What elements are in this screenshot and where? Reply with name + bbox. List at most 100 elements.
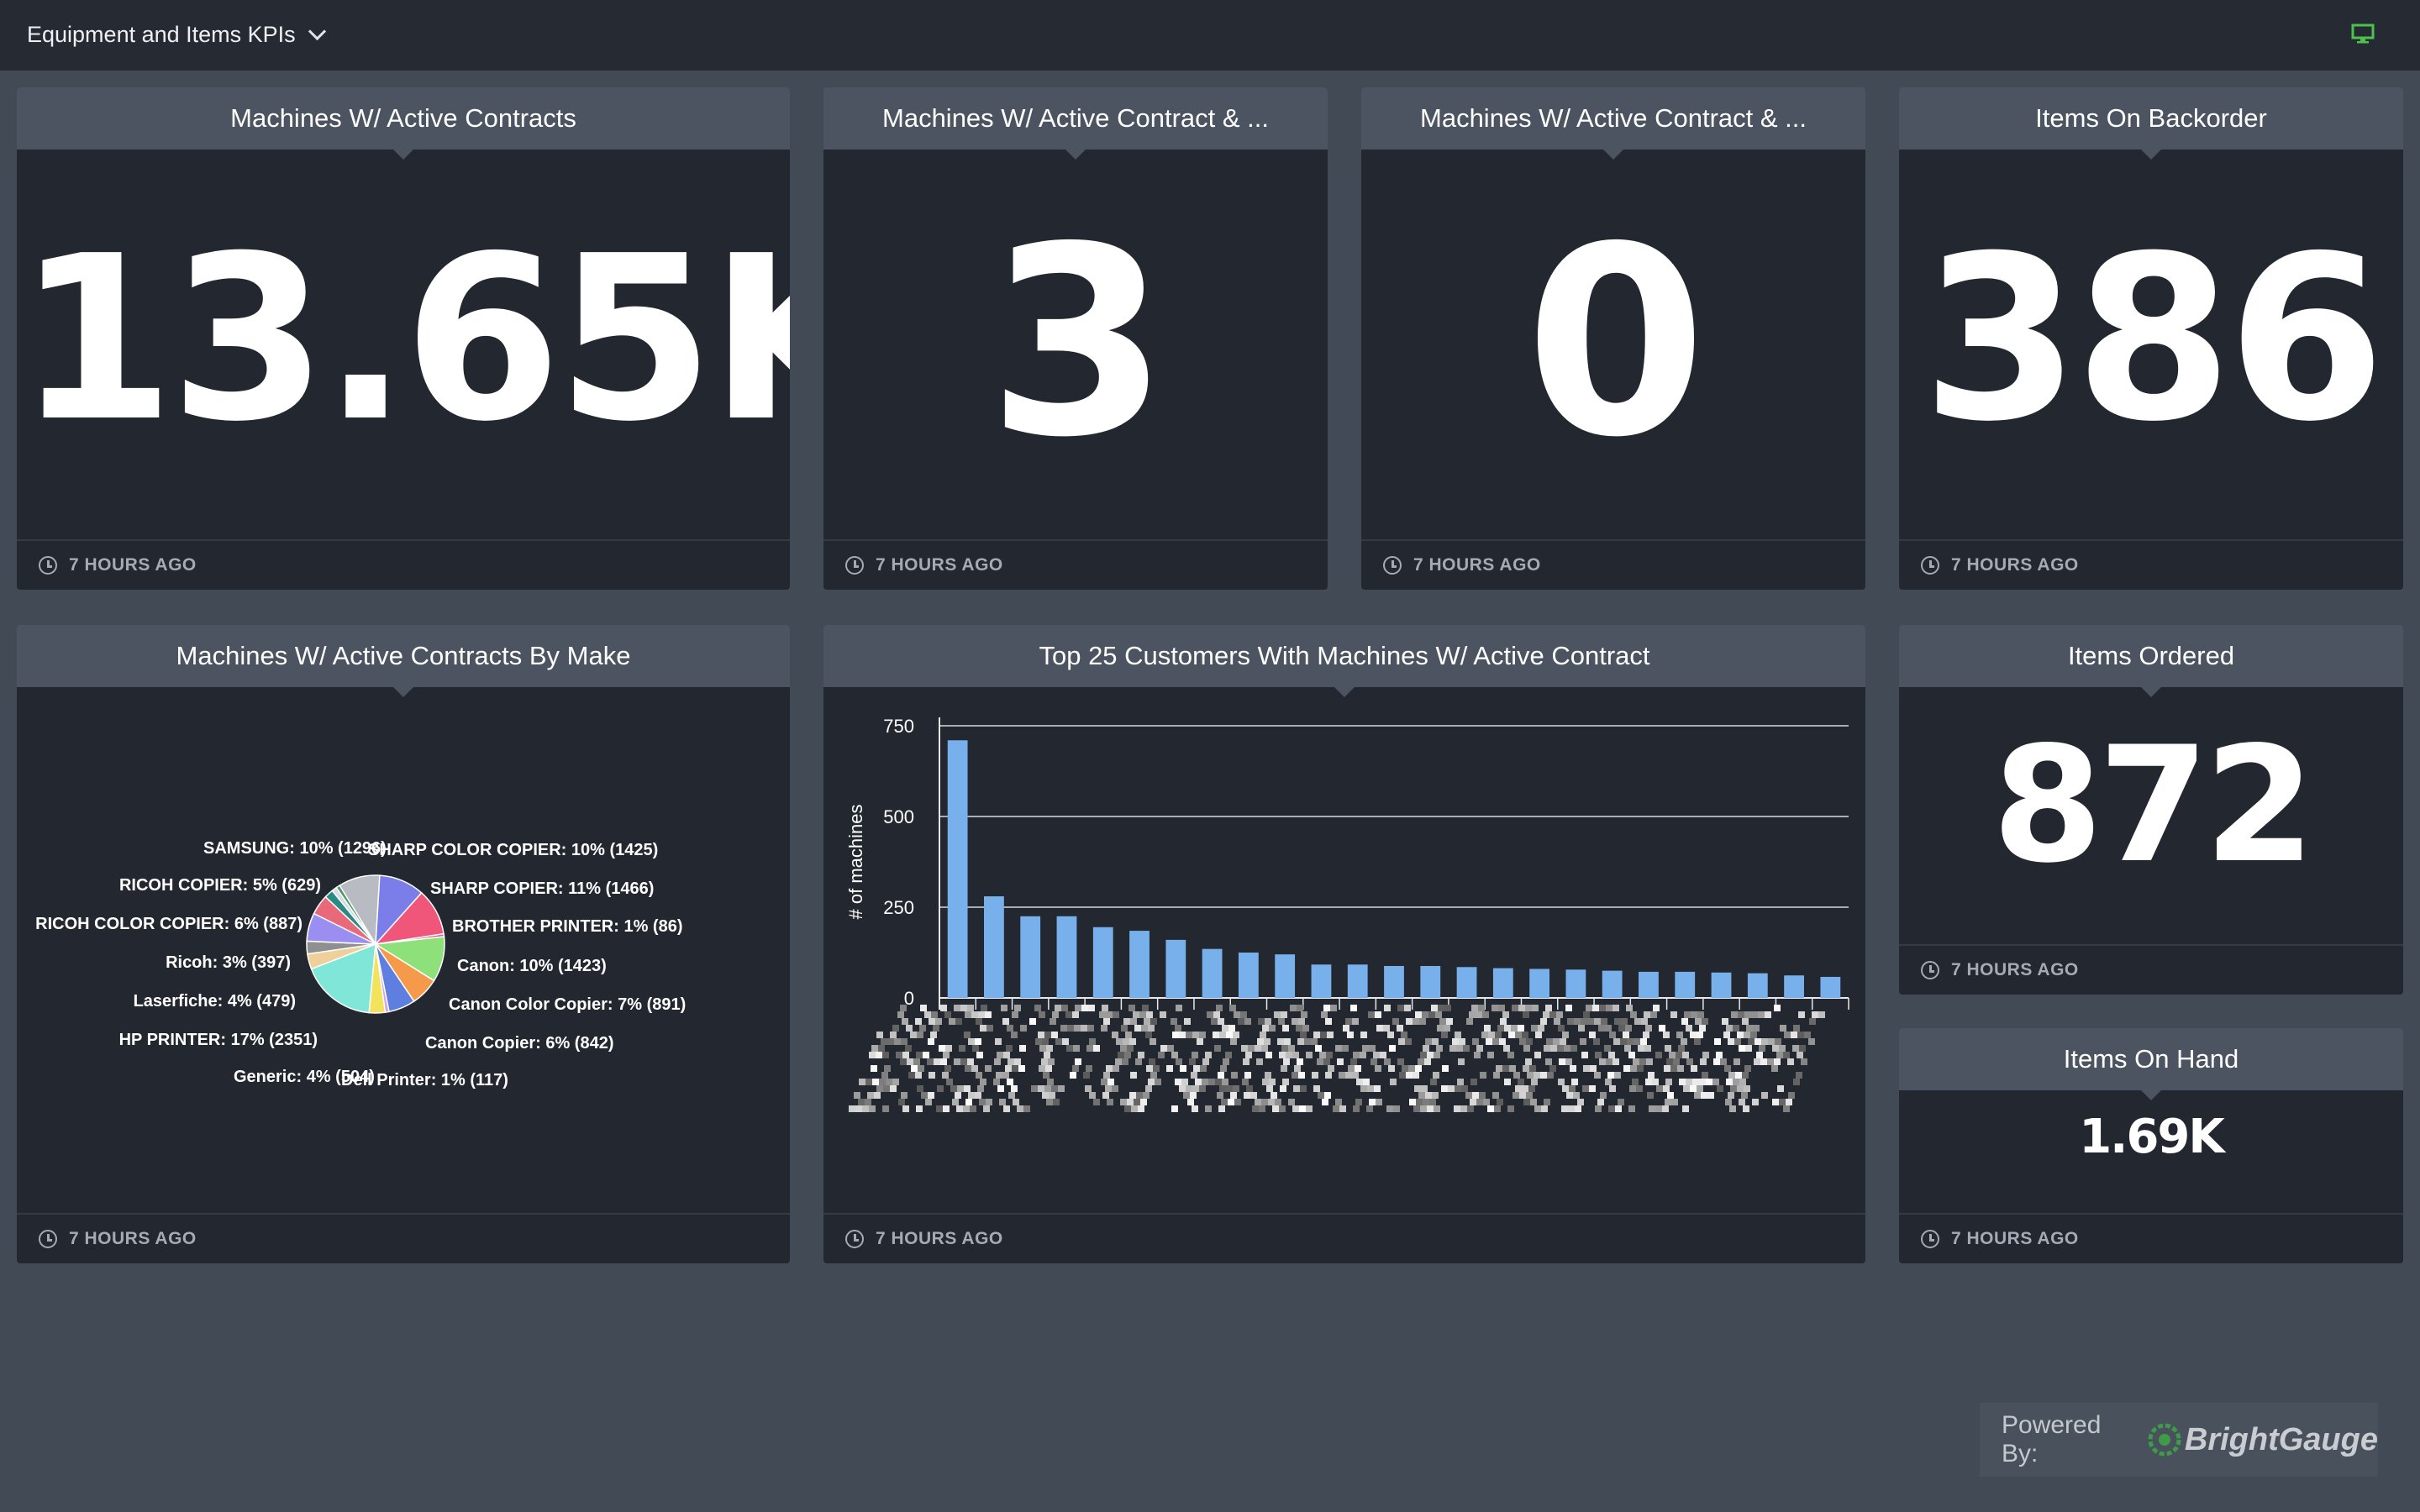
bar[interactable] [1420,965,1441,998]
widget-title: Machines W/ Active Contracts [17,87,790,150]
header-notch [1334,687,1355,697]
widget-footer: 7 HOURS AGO [823,1213,1865,1263]
clock-icon [845,556,864,575]
bar[interactable] [1129,931,1150,998]
dashboard-selector[interactable]: Equipment and Items KPIs [27,22,326,48]
header-notch [393,150,413,160]
widget-items-on-hand[interactable]: Items On Hand 1.69K 7 HOURS AGO [1899,1028,2403,1263]
bar[interactable] [1275,954,1296,998]
powered-by-label: Powered By: [2002,1411,2102,1467]
bar[interactable] [1675,971,1696,998]
updated-timestamp: 7 HOURS AGO [69,555,197,575]
widget-title: Machines W/ Active Contracts By Make [17,625,790,687]
bar[interactable] [1639,971,1659,998]
widget-title: Items Ordered [1899,625,2403,687]
updated-timestamp: 7 HOURS AGO [69,1229,197,1248]
pie-slice-label: HP PRINTER: 17% (2351) [119,1031,318,1049]
bar[interactable] [1602,970,1623,998]
bar[interactable] [1238,953,1259,998]
chevron-down-icon [308,22,326,41]
bar[interactable] [1165,939,1186,998]
widget-footer: 7 HOURS AGO [1899,944,2403,995]
pie-slice-label: Canon: 10% (1423) [457,957,607,975]
obscured-category-labels [849,1005,1825,1112]
widget-top-customers[interactable]: Top 25 Customers With Machines W/ Active… [823,625,1865,1263]
widget-active-contracts[interactable]: Machines W/ Active Contracts 13.65K 7 HO… [17,87,790,590]
bar[interactable] [984,896,1004,998]
header-notch [2141,150,2161,160]
bar[interactable] [1056,916,1077,998]
bar[interactable] [1747,973,1768,998]
bar[interactable] [1492,968,1513,998]
bar[interactable] [1711,972,1732,998]
widget-items-ordered[interactable]: Items Ordered 872 7 HOURS AGO [1899,625,2403,995]
pie-slice-label: RICOH COLOR COPIER: 6% (887) [35,915,302,933]
widget-title: Items On Backorder [1899,87,2403,150]
updated-timestamp: 7 HOURS AGO [1951,1229,2079,1248]
pie-slice-label: Dell Printer: 1% (117) [341,1071,508,1089]
bar[interactable] [1347,964,1368,998]
y-axis-label: # of machines [845,805,866,920]
pie-slice-label: SAMSUNG: 10% (1296) [203,839,387,858]
bar[interactable] [1202,948,1223,998]
clock-icon [1921,961,1939,979]
pie-slice-label: Generic: 4% (504) [234,1068,375,1086]
brand-name: BrightGauge [2184,1421,2378,1457]
bar[interactable] [1020,916,1041,998]
bar[interactable] [947,740,968,998]
pie-slice-label: RICOH COPIER: 5% (629) [119,876,321,895]
pie-slice[interactable] [310,942,376,1014]
pie-slice-label: Canon Copier: 6% (842) [425,1034,613,1053]
pie-slice-label: SHARP COLOR COPIER: 10% (1425) [368,841,658,859]
widget-footer: 7 HOURS AGO [823,539,1328,590]
header-notch [2141,1090,2161,1100]
bar[interactable] [1384,965,1404,998]
kpi-value: 3 [987,192,1169,495]
updated-timestamp: 7 HOURS AGO [876,555,1003,575]
bar[interactable] [1784,975,1804,998]
bar[interactable] [1092,927,1113,998]
pie-slice-label: SHARP COPIER: 11% (1466) [430,879,654,898]
bar-chart: 0 250 500 750 # of machines [845,716,1849,1112]
widget-backorder[interactable]: Items On Backorder 386 7 HOURS AGO [1899,87,2403,590]
kpi-value: 1.69K [2079,1110,2225,1164]
widget-contract-b[interactable]: Machines W/ Active Contract & ... 0 7 HO… [1361,87,1865,590]
bar[interactable] [1529,969,1550,998]
widget-title: Machines W/ Active Contract & ... [823,87,1328,150]
widget-by-make[interactable]: Machines W/ Active Contracts By Make SAM… [17,625,790,1263]
monitor-icon[interactable] [2351,24,2375,44]
widget-title: Machines W/ Active Contract & ... [1361,87,1865,150]
y-tick-label: 500 [883,806,914,827]
kpi-value: 386 [1922,207,2386,471]
pie-slice-label: Ricoh: 3% (397) [166,953,291,972]
kpi-value: 13.65K [17,207,790,471]
clock-icon [39,1230,57,1248]
bar[interactable] [1456,967,1477,998]
clock-icon [39,556,57,575]
updated-timestamp: 7 HOURS AGO [1951,960,2079,979]
bar[interactable] [1565,969,1586,998]
dashboard-title: Equipment and Items KPIs [27,22,296,47]
y-tick-label: 250 [883,897,914,918]
bar[interactable] [1820,976,1841,998]
pie-slice[interactable] [335,885,376,945]
clock-icon [1921,1230,1939,1248]
pie-chart: SAMSUNG: 10% (1296)SHARP COLOR COPIER: 1… [35,839,686,1089]
header-notch [2141,687,2161,697]
widget-contract-a[interactable]: Machines W/ Active Contract & ... 3 7 HO… [823,87,1328,590]
clock-icon [845,1230,864,1248]
widget-footer: 7 HOURS AGO [17,539,790,590]
pie-slice-label: BROTHER PRINTER: 1% (86) [452,917,682,936]
widget-title: Items On Hand [1899,1028,2403,1090]
gauge-icon [2148,1423,2181,1457]
widget-footer: 7 HOURS AGO [1899,1213,2403,1263]
header-notch [1065,150,1086,160]
header-notch [1603,150,1623,160]
widget-title: Top 25 Customers With Machines W/ Active… [823,625,1865,687]
brightgauge-logo: BrightGauge [2148,1422,2378,1458]
y-tick-label: 750 [883,716,914,737]
bar[interactable] [1311,964,1332,998]
clock-icon [1921,556,1939,575]
powered-by-badge[interactable]: Powered By: BrightGauge [1980,1403,2378,1477]
clock-icon [1383,556,1402,575]
